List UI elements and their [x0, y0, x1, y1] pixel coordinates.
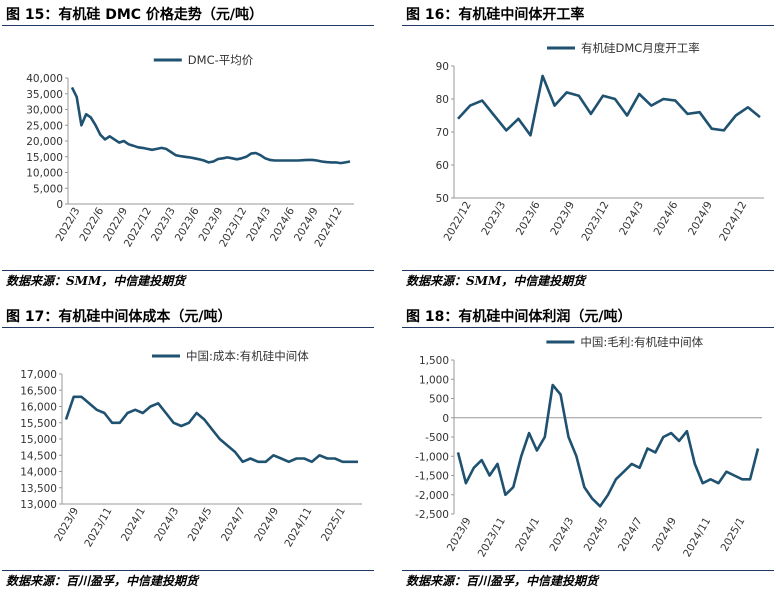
y-tick-label: 0 [56, 199, 63, 211]
y-tick-label: 15,000 [20, 434, 57, 446]
legend-label: 中国:毛利:有机硅中间体 [580, 335, 703, 349]
chart-title: 图 16：有机硅中间体开工率 [402, 4, 774, 26]
x-tick-label: 2023/11 [82, 506, 114, 550]
y-tick-label: 35,000 [26, 89, 63, 101]
x-tick-label: 2023/9 [548, 200, 577, 238]
y-tick-label: 50 [436, 193, 449, 205]
chart-cost: 13,000 13,500 14,000 14,500 15,000 15,500 16,0… [20, 349, 362, 550]
y-tick-label: 13,000 [20, 499, 57, 511]
y-tick-label: 30,000 [26, 105, 63, 117]
chart-operating-rate: 50 60 70 80 90 2022/12 2023/3 2023/6 2023/9 2023/… [436, 41, 764, 244]
y-tick-label: 40,000 [26, 73, 63, 85]
y-tick-label: -2,500 [415, 509, 449, 521]
x-tick-label: 2023/3 [479, 200, 508, 238]
x-tick-label: 2024/1 [119, 506, 148, 544]
chart-source: 数据来源：百川盈孚，中信建投期货 [402, 570, 774, 590]
legend-label: 中国:成本:有机硅中间体 [186, 349, 309, 363]
x-tick-label: 2025/1 [719, 516, 748, 554]
x-tick-label: 2024/3 [152, 506, 181, 544]
y-tick-label: 14,000 [20, 467, 57, 479]
series-line [64, 395, 358, 464]
x-tick-label: 2025/1 [319, 506, 348, 544]
series-line [70, 86, 351, 165]
y-tick-label: 60 [436, 160, 449, 172]
chart-source: 数据来源：SMM，中信建投期货 [402, 270, 774, 290]
y-tick-label: 1,500 [419, 355, 449, 367]
y-tick-label: 16,500 [20, 385, 57, 397]
x-tick-label: 2024/7 [219, 506, 248, 544]
y-tick-label: 14,500 [20, 450, 57, 462]
y-tick-label: 1,000 [419, 374, 449, 386]
y-tick-label: 90 [436, 61, 449, 73]
y-tick-label: 25,000 [26, 120, 63, 132]
panel-operating-rate: 图 16：有机硅中间体开工率 50 60 70 80 90 2022/12 2023/3 20… [402, 4, 774, 299]
x-tick-label: 2023/9 [445, 516, 474, 554]
x-tick-label: 2023/11 [476, 516, 508, 560]
y-tick-label: 80 [436, 94, 449, 106]
y-tick-label: -1,500 [415, 471, 449, 483]
chart-profit: -2,500 -2,000 -1,500 -1,000 -500 0 500 1,000 1,5… [415, 335, 762, 560]
x-tick-label: 2024/7 [616, 516, 645, 554]
x-tick-label: 2024/6 [652, 199, 681, 237]
panel-dmc-price: 图 15：有机硅 DMC 价格走势（元/吨） 0 5,000 10,000 15,00… [2, 4, 374, 299]
y-tick-label: -500 [425, 432, 449, 444]
legend-label: 有机硅DMC月度开工率 [581, 41, 700, 55]
chart-dmc-price: 0 5,000 10,000 15,000 20,000 25,000 30,000 35,0… [26, 53, 354, 249]
y-tick-label: 0 [442, 413, 449, 425]
x-tick-label: 2024/12 [717, 200, 749, 244]
y-tick-label: 10,000 [26, 168, 63, 180]
chart-title: 图 17：有机硅中间体成本（元/吨） [2, 306, 374, 328]
x-tick-label: 2024/3 [548, 516, 577, 554]
y-tick-label: 17,000 [20, 369, 57, 381]
x-tick-label: 2024/9 [650, 516, 679, 554]
series-line [457, 74, 761, 137]
x-tick-label: 2024/5 [582, 516, 611, 554]
y-tick-label: -1,000 [415, 451, 449, 463]
x-tick-label: 2024/3 [617, 200, 646, 238]
series-line [456, 383, 760, 508]
y-tick-label: 15,500 [20, 418, 57, 430]
x-tick-label: 2024/11 [282, 506, 314, 550]
y-tick-label: 20,000 [26, 136, 63, 148]
chart-title: 图 18：有机硅中间体利润（元/吨） [402, 306, 774, 328]
panel-cost: 图 17：有机硅中间体成本（元/吨） 13,000 13,500 14,000 14,… [2, 306, 374, 601]
x-tick-label: 2024/11 [681, 516, 713, 560]
x-tick-label: 2024/5 [186, 506, 215, 544]
x-tick-label: 2023/9 [52, 506, 81, 544]
chart-title: 图 15：有机硅 DMC 价格走势（元/吨） [2, 4, 374, 26]
chart-source: 数据来源：百川盈孚，中信建投期货 [2, 570, 374, 590]
legend-label: DMC-平均价 [188, 53, 254, 67]
y-tick-label: 500 [429, 394, 449, 406]
x-tick-label: 2024/1 [513, 516, 542, 554]
x-tick-label: 2023/6 [514, 199, 543, 237]
y-tick-label: 15,000 [26, 152, 63, 164]
x-tick-label: 2022/12 [442, 200, 474, 244]
panel-profit: 图 18：有机硅中间体利润（元/吨） -2,500 -2,000 -1,500 -1,… [402, 306, 774, 601]
y-tick-label: 5,000 [33, 183, 63, 195]
x-tick-label: 2024/9 [686, 200, 715, 238]
x-tick-label: 2023/12 [579, 200, 611, 244]
chart-source: 数据来源：SMM，中信建投期货 [2, 270, 374, 290]
y-tick-label: 70 [436, 127, 449, 139]
y-tick-label: 16,000 [20, 402, 57, 414]
y-tick-label: -2,000 [415, 490, 449, 502]
x-tick-label: 2024/9 [252, 506, 281, 544]
y-tick-label: 13,500 [20, 483, 57, 495]
